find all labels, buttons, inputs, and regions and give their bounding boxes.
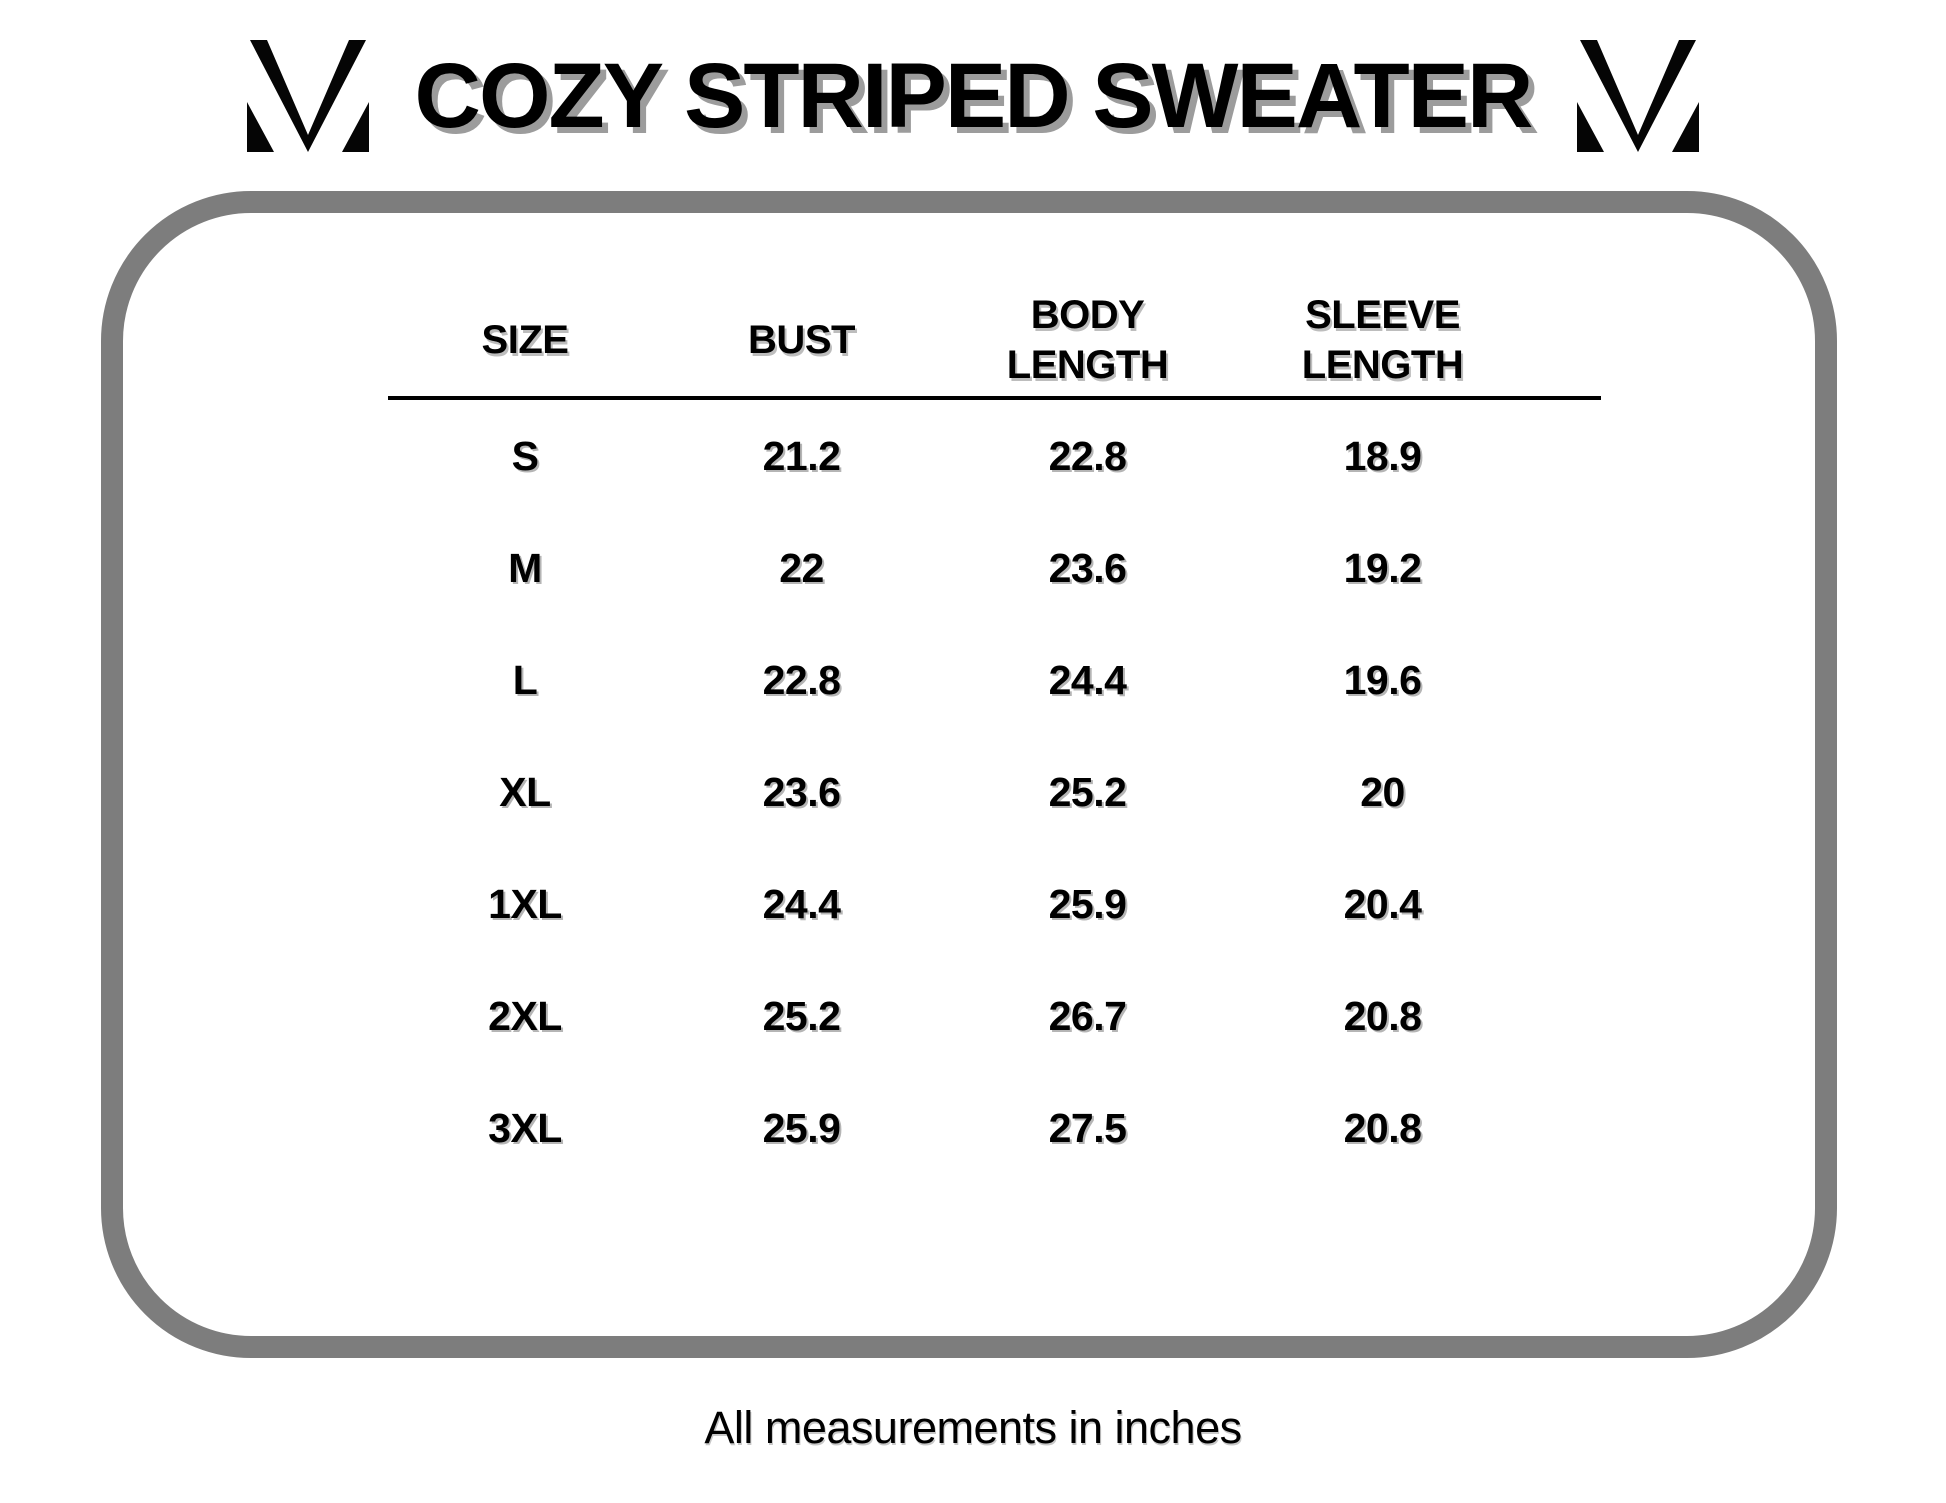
sleeve-length-cell: 20.4 <box>1343 880 1422 927</box>
header-divider <box>388 396 1601 400</box>
column-header-sleeve-length: SLEEVE LENGTH <box>1301 293 1464 387</box>
bust-cell: 22.8 <box>762 656 841 703</box>
body-length-cell: 26.7 <box>1048 992 1127 1039</box>
bust-cell: 24.4 <box>762 880 841 927</box>
body-length-cell: 22.8 <box>1048 432 1127 479</box>
sleeve-length-cell: 20.8 <box>1343 992 1422 1039</box>
mv-monogram-icon <box>1577 40 1700 152</box>
size-cell: 3XL <box>488 1104 562 1151</box>
body-length-cell: 25.9 <box>1048 880 1127 927</box>
bust-cell: 22 <box>779 544 824 591</box>
table-row-l: L 22.8 24.4 19.6 <box>388 624 1601 736</box>
sleeve-length-cell: 19.2 <box>1343 544 1422 591</box>
bust-cell: 21.2 <box>762 432 841 479</box>
measurement-note: All measurements in inches <box>704 1402 1242 1453</box>
body-length-cell: 27.5 <box>1048 1104 1127 1151</box>
body-length-cell: 23.6 <box>1048 544 1127 591</box>
bust-cell: 25.2 <box>762 992 841 1039</box>
size-cell: L <box>512 656 538 703</box>
page-title: COZY STRIPED SWEATER <box>414 44 1534 147</box>
column-header-body-length: BODY LENGTH <box>1006 293 1169 387</box>
mv-monogram-icon <box>246 40 369 152</box>
table-row-2xl: 2XL 25.2 26.7 20.8 <box>388 960 1601 1072</box>
table-row-xl: XL 23.6 25.2 20 <box>388 736 1601 848</box>
size-cell: 1XL <box>488 880 562 927</box>
table-row-3xl: 3XL 25.9 27.5 20.8 <box>388 1072 1601 1184</box>
size-cell: M <box>508 544 542 591</box>
size-chart-frame <box>101 191 1837 1358</box>
table-row-s: S 21.2 22.8 18.9 <box>388 400 1601 512</box>
column-header-bust: BUST <box>748 318 855 362</box>
table-row-m: M 22 23.6 19.2 <box>388 512 1601 624</box>
page-header: COZY STRIPED SWEATER <box>0 28 1946 164</box>
sleeve-length-cell: 20 <box>1360 768 1405 815</box>
bust-cell: 23.6 <box>762 768 841 815</box>
body-length-cell: 24.4 <box>1048 656 1127 703</box>
size-cell: S <box>511 432 539 479</box>
table-body: S 21.2 22.8 18.9 M 22 23.6 19.2 L 22.8 24.4 19.6 XL 2… <box>388 400 1601 1184</box>
column-header-size: SIZE <box>481 318 569 362</box>
sleeve-length-cell: 18.9 <box>1343 432 1422 479</box>
size-cell: XL <box>499 768 551 815</box>
table-row-1xl: 1XL 24.4 25.9 20.4 <box>388 848 1601 960</box>
size-chart-table: SIZE BUST BODY LENGTH SLEEVE LENGTH S 21.2 22… <box>388 288 1601 1184</box>
sleeve-length-cell: 20.8 <box>1343 1104 1422 1151</box>
sleeve-length-cell: 19.6 <box>1343 656 1422 703</box>
bust-cell: 25.9 <box>762 1104 841 1151</box>
size-cell: 2XL <box>488 992 562 1039</box>
table-header-row: SIZE BUST BODY LENGTH SLEEVE LENGTH <box>388 288 1601 392</box>
body-length-cell: 25.2 <box>1048 768 1127 815</box>
